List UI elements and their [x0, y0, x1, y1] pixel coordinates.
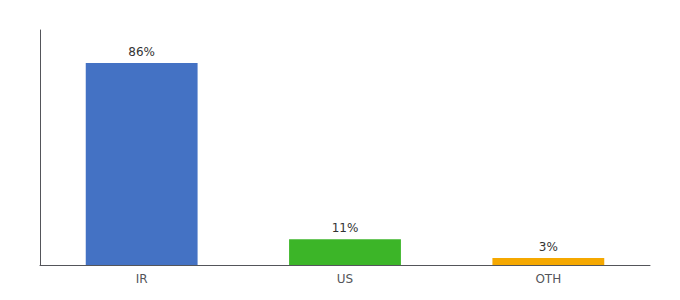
svg-text:3%: 3% [539, 240, 558, 254]
svg-text:OTH: OTH [535, 272, 561, 286]
svg-text:11%: 11% [332, 221, 359, 235]
svg-text:IR: IR [136, 272, 148, 286]
svg-text:US: US [337, 272, 353, 286]
svg-text:86%: 86% [128, 45, 155, 59]
